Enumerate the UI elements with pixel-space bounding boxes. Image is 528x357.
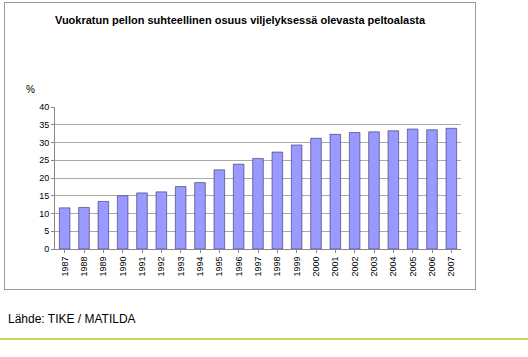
svg-text:%: % [26, 84, 35, 95]
svg-text:1997: 1997 [253, 257, 263, 277]
svg-text:40: 40 [39, 102, 49, 112]
svg-text:1991: 1991 [137, 257, 147, 277]
svg-text:1992: 1992 [156, 257, 166, 277]
svg-text:0: 0 [44, 244, 49, 254]
svg-text:1996: 1996 [234, 257, 244, 277]
svg-text:20: 20 [39, 173, 49, 183]
svg-text:1999: 1999 [292, 257, 302, 277]
svg-text:1994: 1994 [195, 257, 205, 277]
html-text:Lähde: TIKE / MATILDA: Lähde: TIKE / MATILDA [8, 312, 136, 326]
svg-text:1987: 1987 [60, 257, 70, 277]
svg-text:2001: 2001 [330, 257, 340, 277]
svg-text:1988: 1988 [79, 257, 89, 277]
svg-text:1993: 1993 [176, 257, 186, 277]
svg-text:2007: 2007 [446, 257, 456, 277]
svg-text:25: 25 [39, 155, 49, 165]
svg-text:2000: 2000 [311, 257, 321, 277]
svg-text:Vuokratun pellon suhteellinen: Vuokratun pellon suhteellinen osuus vilj… [55, 14, 426, 26]
svg-text:2003: 2003 [369, 257, 379, 277]
svg-text:5: 5 [44, 226, 49, 236]
svg-text:10: 10 [39, 209, 49, 219]
svg-text:1990: 1990 [118, 257, 128, 277]
svg-text:1995: 1995 [214, 257, 224, 277]
svg-text:1989: 1989 [98, 257, 108, 277]
svg-text:1998: 1998 [272, 257, 282, 277]
svg-text:2004: 2004 [388, 257, 398, 277]
svg-text:30: 30 [39, 138, 49, 148]
svg-text:2002: 2002 [350, 257, 360, 277]
svg-text:35: 35 [39, 120, 49, 130]
svg-text:15: 15 [39, 191, 49, 201]
svg-text:2005: 2005 [408, 257, 418, 277]
svg-text:2006: 2006 [427, 257, 437, 277]
